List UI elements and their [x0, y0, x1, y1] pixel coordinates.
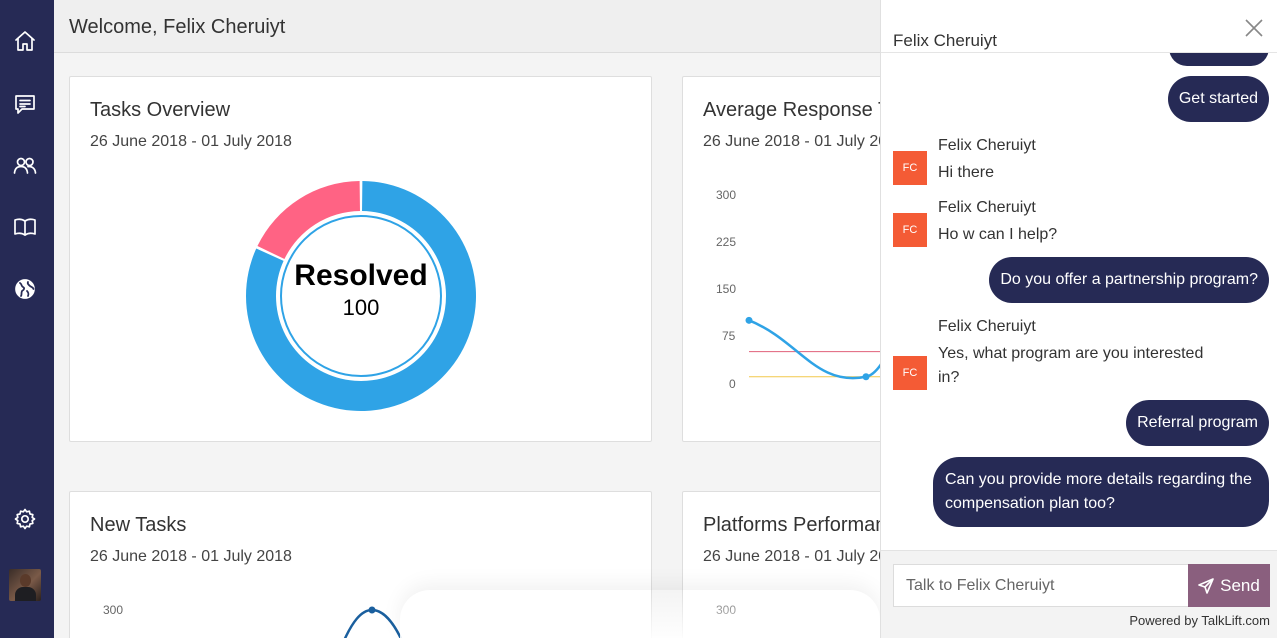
page-header: Welcome, Felix Cheruiyt	[54, 0, 884, 53]
donut-label: Resolved	[294, 259, 428, 292]
agent-text: Ho w can I help?	[938, 226, 1058, 243]
donut-value: 100	[342, 295, 380, 320]
user-avatar[interactable]	[9, 569, 41, 601]
chat-footer: Send Powered by TalkLift.com	[881, 550, 1277, 638]
series-line-tasks	[343, 608, 403, 638]
data-point[interactable]	[745, 316, 753, 324]
agent-avatar: FC	[893, 151, 927, 185]
messages-icon[interactable]	[10, 89, 40, 119]
send-button[interactable]: Send	[1188, 564, 1270, 607]
y-tick: 300	[103, 603, 124, 617]
user-message: Do you offer a partnership program?	[989, 257, 1269, 303]
chat-panel: Felix Cheruiyt Get started FC Felix Cher…	[880, 0, 1277, 638]
series-line-response	[748, 319, 898, 380]
new-tasks-line-chart	[343, 606, 403, 638]
card-date-range: 26 June 2018 - 01 July 2018	[703, 133, 905, 150]
y-tick: 300	[716, 188, 737, 202]
agent-sender: Felix Cheruiyt	[938, 199, 1036, 216]
chat-title: Felix Cheruiyt	[893, 31, 997, 50]
donut-inner-ring	[280, 215, 442, 377]
card-title: Tasks Overview	[90, 99, 231, 121]
card-date-range: 26 June 2018 - 01 July 2018	[90, 133, 292, 150]
y-tick: 0	[729, 377, 736, 391]
agent-sender: Felix Cheruiyt	[938, 137, 1036, 154]
agent-text: Yes, what program are you interested in?	[938, 345, 1204, 386]
user-message: Get started	[1167, 76, 1269, 122]
send-icon	[1198, 577, 1214, 594]
agent-avatar: FC	[893, 213, 927, 247]
gear-icon[interactable]	[10, 504, 40, 534]
donut-slice-unresolved[interactable]	[257, 181, 360, 260]
powered-by: Powered by TalkLift.com	[1129, 613, 1270, 628]
chat-input[interactable]	[893, 564, 1189, 607]
scroll-fade	[400, 590, 880, 638]
card-date-range: 26 June 2018 - 01 July 2018	[703, 548, 905, 565]
tasks-overview-card: Tasks Overview 26 June 2018 - 01 July 20…	[69, 76, 652, 442]
data-point[interactable]	[368, 606, 376, 614]
home-icon[interactable]	[10, 26, 40, 56]
donut-chart	[245, 181, 476, 412]
agent-avatar: FC	[893, 356, 927, 390]
y-tick: 75	[722, 329, 736, 343]
book-icon[interactable]	[10, 212, 40, 242]
users-icon[interactable]	[10, 150, 40, 180]
user-message: Can you provide more details regarding t…	[933, 457, 1269, 527]
user-message: Referral program	[1126, 400, 1269, 446]
y-tick: 150	[716, 282, 737, 296]
donut-center-label: Resolved 100	[261, 259, 461, 321]
close-icon[interactable]	[1244, 18, 1264, 38]
agent-sender: Felix Cheruiyt	[938, 318, 1036, 335]
send-label: Send	[1220, 575, 1260, 595]
agent-text: Hi there	[938, 164, 995, 181]
card-title: New Tasks	[90, 514, 187, 536]
data-point[interactable]	[862, 373, 870, 381]
sidebar	[0, 0, 54, 638]
card-date-range: 26 June 2018 - 01 July 2018	[90, 548, 292, 565]
y-tick: 225	[716, 235, 737, 249]
chat-header: Felix Cheruiyt	[881, 0, 1277, 53]
card-title: Average Response Time	[703, 99, 922, 121]
globe-icon[interactable]	[10, 274, 40, 304]
page-title: Welcome, Felix Cheruiyt	[69, 16, 286, 38]
card-title: Platforms Performance	[703, 514, 908, 536]
